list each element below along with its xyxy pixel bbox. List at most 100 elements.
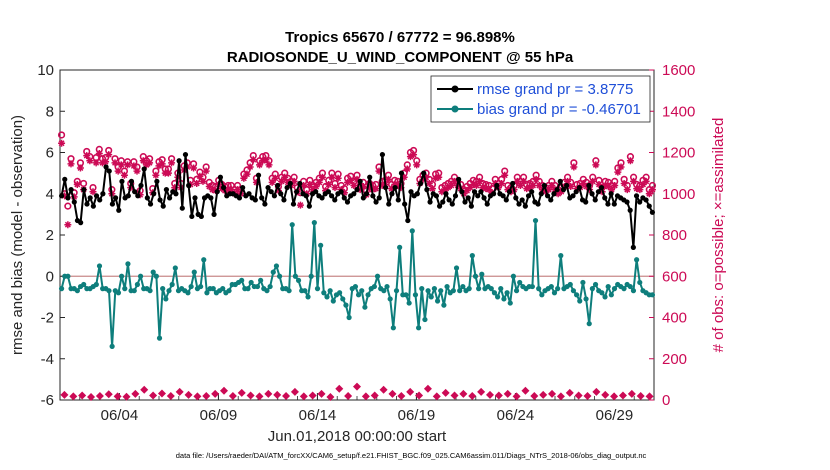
rmse-point <box>354 187 360 193</box>
bias-point <box>204 290 210 296</box>
obs-near-zero-point <box>432 392 441 401</box>
bias-point <box>580 279 586 286</box>
obs-near-zero-point <box>211 389 220 398</box>
bias-point <box>188 283 194 290</box>
obs-near-zero-point <box>379 385 388 394</box>
rmse-point <box>328 193 335 199</box>
obs-assimilated-point <box>413 161 421 169</box>
rmse-point <box>475 193 481 199</box>
rmse-point <box>649 209 656 215</box>
obs-near-zero-point <box>468 391 477 400</box>
rmse-point <box>252 197 258 203</box>
bias-point <box>488 286 494 292</box>
rmse-point <box>589 191 595 197</box>
bias-point <box>627 283 633 290</box>
obs-assimilated-point <box>523 185 531 193</box>
bias-point <box>286 288 292 294</box>
data-file-footnote: data file: /Users/raeder/DAI/ATM_forcXX/… <box>176 451 647 460</box>
rmse-point <box>93 193 100 199</box>
y-tick-label: 6 <box>46 145 54 162</box>
bias-point <box>270 269 276 275</box>
rmse-point <box>592 197 598 203</box>
bias-point <box>267 283 273 290</box>
obs-assimilated-point <box>83 152 91 160</box>
obs-assimilated-point <box>432 174 440 182</box>
bias-point <box>621 286 627 292</box>
obs-assimilated-point <box>111 159 119 167</box>
rmse-point <box>595 189 602 195</box>
rmse-point <box>211 211 217 217</box>
rmse-point <box>186 182 192 189</box>
bias-point <box>150 269 156 275</box>
bias-point <box>115 290 122 296</box>
obs-assimilated-point <box>419 175 427 183</box>
bias-point <box>416 325 422 331</box>
obs-assimilated-point <box>422 173 430 181</box>
obs-assimilated-point <box>570 163 578 171</box>
bias-point <box>371 283 377 290</box>
bias-point <box>324 294 330 300</box>
bias-point <box>387 296 393 302</box>
rmse-point <box>484 201 490 207</box>
obs-assimilated-point <box>61 192 69 200</box>
bias-point <box>501 296 507 302</box>
obs-assimilated-point <box>67 160 75 168</box>
rmse-point <box>392 184 398 191</box>
rmse-point <box>576 184 582 191</box>
rmse-point <box>443 191 449 197</box>
rmse-point <box>84 201 90 207</box>
obs-near-zero-point <box>406 387 415 396</box>
rmse-point <box>646 203 652 209</box>
obs-assimilated-point <box>205 183 213 191</box>
obs-assimilated-point <box>633 185 641 193</box>
obs-near-zero-point <box>237 388 246 397</box>
bias-point <box>239 277 245 283</box>
obs-near-zero-point <box>78 391 87 400</box>
rmse-point <box>541 182 548 189</box>
rmse-point <box>490 191 497 197</box>
obs-assimilated-point <box>331 184 339 192</box>
bias-point <box>425 288 431 294</box>
obs-assimilated-point <box>318 173 326 181</box>
rmse-point <box>147 201 154 207</box>
bias-point <box>264 288 270 294</box>
bias-point <box>311 220 317 226</box>
bias-point <box>185 290 191 296</box>
obs-near-zero-point <box>645 392 654 401</box>
bias-point <box>403 292 409 298</box>
y-tick-label: 0 <box>46 268 54 285</box>
obs-assimilated-point <box>604 183 612 191</box>
obs-assimilated-point <box>589 177 597 185</box>
bias-point <box>355 292 362 298</box>
obs-near-zero-point <box>166 391 175 400</box>
rmse-point <box>427 199 433 205</box>
obs-near-zero-point <box>530 391 539 400</box>
obs-near-zero-point <box>583 391 592 400</box>
obs-near-zero-point <box>592 387 601 396</box>
rmse-point <box>449 201 455 207</box>
rmse-point <box>586 182 592 189</box>
obs-assimilated-point <box>347 176 355 184</box>
rmse-point <box>529 189 535 195</box>
rmse-point <box>503 197 509 203</box>
rmse-point <box>68 187 74 193</box>
rmse-point <box>125 193 131 199</box>
rmse-point <box>363 191 370 197</box>
obs-assimilated-point <box>513 177 521 185</box>
rmse-point <box>217 174 224 180</box>
obs-assimilated-point <box>146 159 154 167</box>
obs-assimilated-point <box>375 167 383 175</box>
rmse-point <box>255 172 262 178</box>
rmse-point <box>564 182 570 189</box>
rmse-point <box>402 201 408 207</box>
obs-assimilated-point <box>105 151 113 159</box>
rmse-point <box>417 180 424 187</box>
obs-assimilated-point <box>394 182 402 189</box>
rmse-point <box>525 193 532 199</box>
rmse-point <box>570 193 576 199</box>
bias-point <box>295 277 302 283</box>
bias-point <box>273 263 280 269</box>
obs-near-zero-point <box>565 388 574 397</box>
obs-assimilated-point <box>130 162 138 170</box>
obs-assimilated-point <box>642 177 650 185</box>
